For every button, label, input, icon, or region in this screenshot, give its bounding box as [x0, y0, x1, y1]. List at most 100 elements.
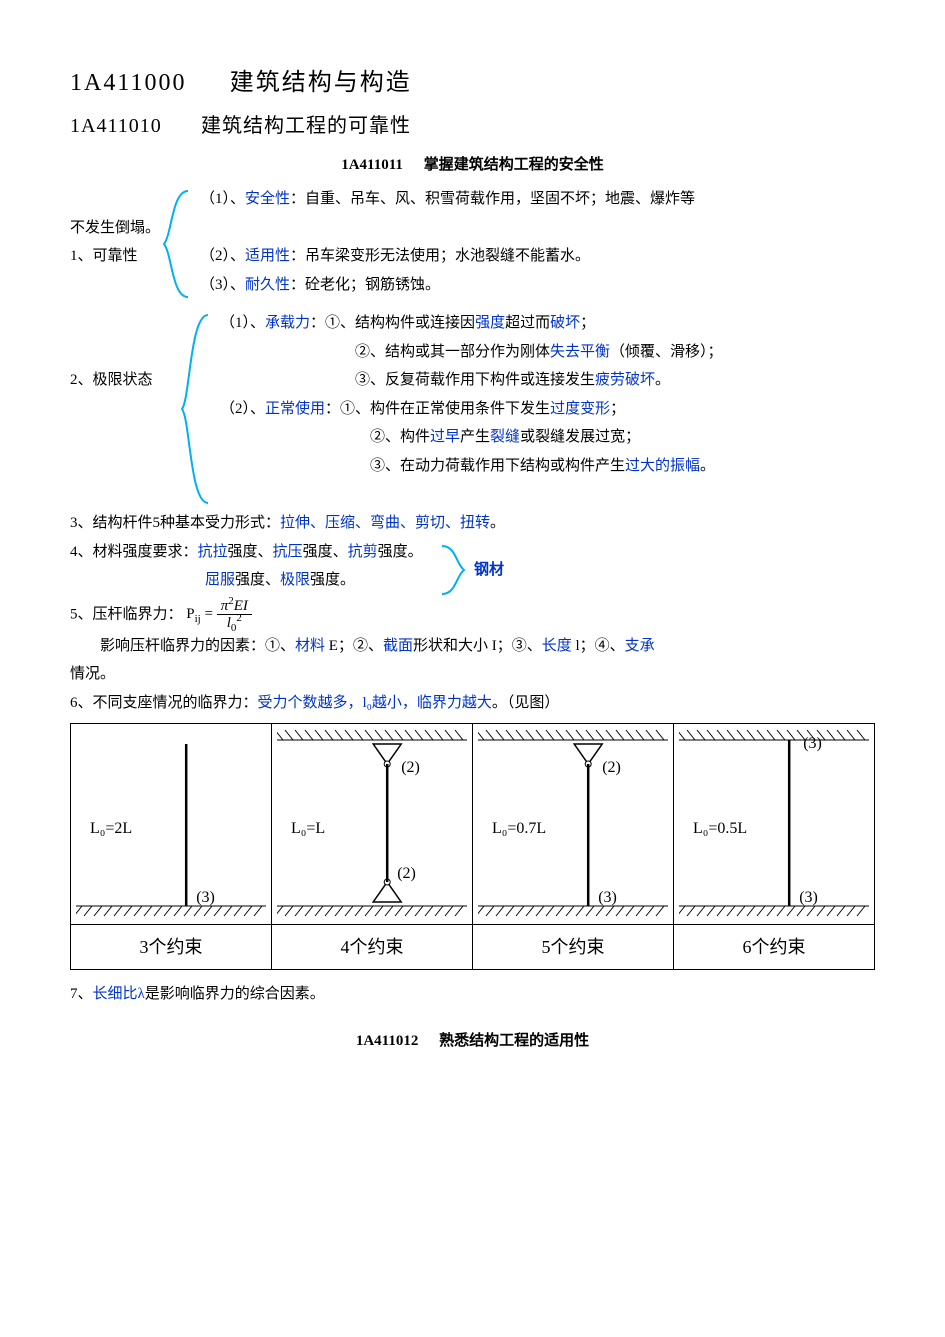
i2-2c-end: 。 [700, 458, 715, 474]
item4-pre: 4、材料强度要求： [70, 544, 198, 560]
diagram-label-2: 5个约束 [473, 925, 674, 970]
i2-2a-k1: 过度变形 [550, 401, 610, 417]
item1-2-colon: ： [290, 248, 305, 264]
item5b-k4: 支承 [625, 638, 655, 654]
svg-text:(2): (2) [602, 759, 621, 776]
i2-2-key: 正常使用 [265, 401, 325, 417]
i2-2c-k1: 过大的振幅 [625, 458, 700, 474]
i2-1a-k1: 强度 [475, 315, 505, 331]
item1-1-cont: 不发生倒塌。 [70, 220, 160, 236]
heading-1-code: 1A411000 [70, 70, 186, 96]
i2-2b-mid: 产生 [460, 429, 490, 445]
diagram-row-labels: 3个约束 4个约束 5个约束 6个约束 [71, 925, 875, 970]
heading-2: 1A411010 建筑结构工程的可靠性 [70, 107, 875, 145]
item-2-label: 2、极限状态 [70, 366, 355, 395]
item-7: 7、长细比λ是影响临界力的综合因素。 [70, 980, 875, 1009]
item1-2-pre: （2）、 [200, 248, 245, 264]
item-4b: 屈服强度、极限强度。 [70, 566, 875, 595]
item5b-k3: 长度 [542, 638, 572, 654]
item4-k3: 抗剪 [348, 544, 378, 560]
item7-end: 是影响临界力的综合因素。 [145, 986, 325, 1002]
heading-4-code: 1A411012 [356, 1033, 419, 1049]
item5-P: P [186, 606, 194, 622]
item6-end: 。（见图） [492, 695, 560, 711]
svg-text:L₀=L: L₀=L [291, 820, 325, 837]
item1-3-text: 砼老化；钢筋锈蚀。 [305, 277, 440, 293]
item-1-line-1: （1）、安全性：自重、吊车、风、积雪荷载作用，坚固不坏；地震、爆炸等 [70, 185, 875, 214]
item4-s1: 强度、 [228, 544, 273, 560]
diagram-label-1: 4个约束 [272, 925, 473, 970]
item-2-block: （1）、承载力：①、结构构件或连接因强度超过而破坏； ②、结构或其一部分作为刚体… [70, 309, 875, 509]
item-1-line-3: （3）、耐久性：砼老化；钢筋锈蚀。 [70, 271, 875, 300]
item7-key: 长细比λ [93, 986, 145, 1002]
item-5b-cont: 情况。 [70, 660, 875, 689]
i2-2b-end: 或裂缝发展过宽； [520, 429, 640, 445]
svg-text:L₀=0.5L: L₀=0.5L [693, 820, 747, 837]
item3-end: 。 [490, 515, 505, 531]
item5-num: π2EI [217, 598, 252, 616]
i2-1a-mid: 超过而 [505, 315, 550, 331]
item5-sub: ij [195, 613, 201, 625]
i2-1c-end: 。 [655, 372, 670, 388]
diagram-cell-2: (2)(3)L₀=0.7L [473, 724, 674, 925]
bracket-2-icon [180, 313, 210, 505]
diagram-cell-1: (2)(2)L₀=L [272, 724, 473, 925]
item-1-block: （1）、安全性：自重、吊车、风、积雪荷载作用，坚固不坏；地震、爆炸等 不发生倒塌… [70, 185, 875, 305]
svg-text:(2): (2) [397, 865, 416, 882]
heading-2-title: 建筑结构工程的可靠性 [201, 115, 411, 137]
i2-1c-k1: 疲劳破坏 [595, 372, 655, 388]
item-4-block: 4、材料强度要求：抗拉强度、抗压强度、抗剪强度。 屈服强度、极限强度。 钢材 [70, 538, 875, 598]
i2-1a-k2: 破坏 [550, 315, 580, 331]
item4-s2: 强度、 [303, 544, 348, 560]
heading-4-title: 熟悉结构工程的适用性 [439, 1032, 589, 1049]
diagram-cell-3: (3)(3)L₀=0.5L [674, 724, 875, 925]
item1-1-colon: ： [290, 191, 305, 207]
item-1-cont: 不发生倒塌。 [70, 214, 875, 243]
i2-2-pre: （2）、 [220, 401, 265, 417]
item-5: 5、压杆临界力： Pij = π2EI l02 [70, 598, 875, 632]
heading-4: 1A411012 熟悉结构工程的适用性 [70, 1027, 875, 1056]
item5b-k1: 材料 [295, 638, 325, 654]
item1-2-key: 适用性 [245, 248, 290, 264]
item4-k1: 抗拉 [198, 544, 228, 560]
item5b-cont: 情况。 [70, 666, 115, 682]
heading-1: 1A411000 建筑结构与构造 [70, 60, 875, 107]
svg-text:(3): (3) [799, 889, 818, 906]
item4-k2: 抗压 [273, 544, 303, 560]
i2-1-colon: ： [310, 315, 325, 331]
item7-pre: 7、 [70, 986, 93, 1002]
support-diagram: (3)L₀=2L (2)(2)L₀=L (2)(3)L₀=0.7L (3)(3)… [70, 723, 875, 970]
diagram-label-0: 3个约束 [71, 925, 272, 970]
svg-text:L₀=2L: L₀=2L [90, 820, 132, 837]
i2-2b-k1: 过早 [430, 429, 460, 445]
item4b-k2: 极限 [280, 572, 310, 588]
i2-2a-end: ； [610, 401, 625, 417]
item4-s3: 强度。 [378, 544, 423, 560]
item5b-pre: 影响压杆临界力的因素：①、 [100, 638, 295, 654]
heading-1-title: 建筑结构与构造 [230, 69, 412, 96]
item1-3-colon: ： [290, 277, 305, 293]
item3-key: 拉伸、压缩、弯曲、剪切、扭转 [280, 515, 490, 531]
item1-1-text: 自重、吊车、风、积雪荷载作用，坚固不坏；地震、爆炸等 [305, 191, 695, 207]
item1-3-key: 耐久性 [245, 277, 290, 293]
i2-1b-k1: 失去平衡 [550, 344, 610, 360]
item6-key: 受力个数越多，l₀越小，临界力越大 [258, 695, 492, 711]
item5-l-sup: 2 [236, 612, 242, 624]
i2-1a-pre: ①、结构构件或连接因 [325, 315, 475, 331]
item5b-s2: 形状和大小 I；③、 [413, 638, 542, 654]
item1-2-text: 吊车梁变形无法使用；水池裂缝不能蓄水。 [305, 248, 590, 264]
i2-2a-pre: ①、构件在正常使用条件下发生 [340, 401, 550, 417]
item5-frac: π2EI l02 [217, 598, 252, 632]
item-5b: 影响压杆临界力的因素：①、材料 E；②、截面形状和大小 I；③、长度 l；④、支… [70, 632, 875, 661]
item1-1-pre: （1）、 [200, 191, 245, 207]
item5-eq: = [204, 606, 212, 622]
i2-1b-end: （倾覆、滑移）； [610, 344, 723, 360]
diagram-row-figures: (3)L₀=2L (2)(2)L₀=L (2)(3)L₀=0.7L (3)(3)… [71, 724, 875, 925]
i2-2c-pre: ③、在动力荷载作用下结构或构件产生 [370, 458, 625, 474]
diagram-table: (3)L₀=2L (2)(2)L₀=L (2)(3)L₀=0.7L (3)(3)… [70, 723, 875, 970]
item5b-k2: 截面 [383, 638, 413, 654]
item4b-s2: 强度。 [310, 572, 355, 588]
item4b-s1: 强度、 [235, 572, 280, 588]
item5-formula: Pij = π2EI l02 [186, 606, 252, 622]
item4b-k1: 屈服 [205, 572, 235, 588]
